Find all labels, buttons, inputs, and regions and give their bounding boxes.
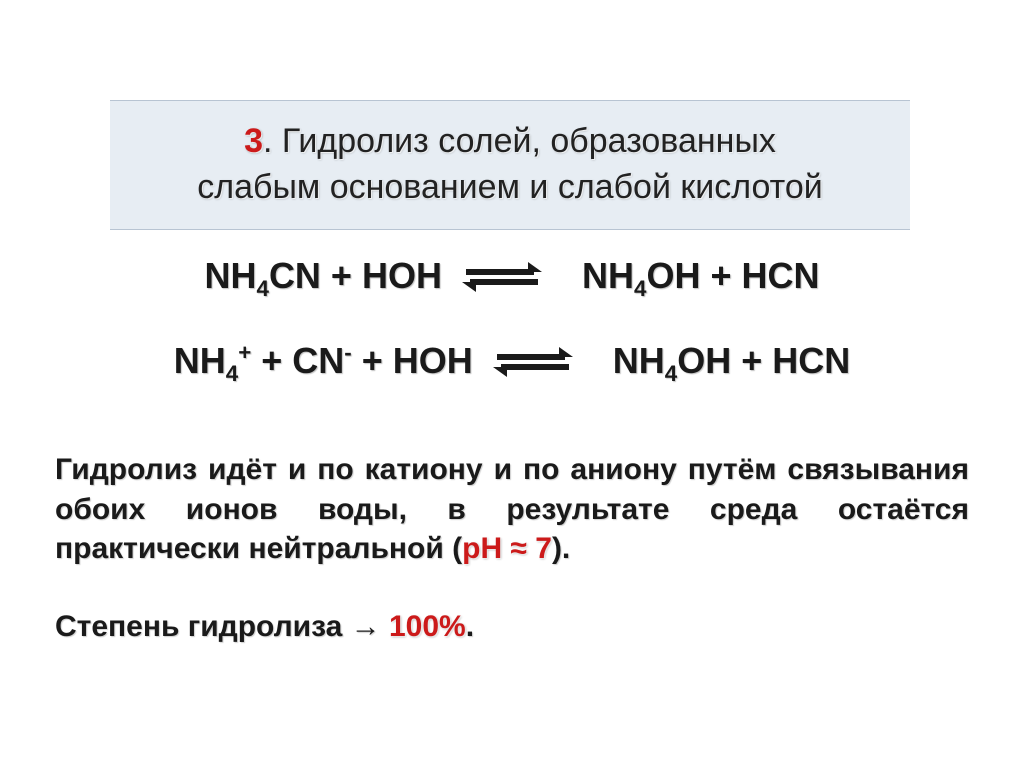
title-number: 3 bbox=[244, 122, 263, 160]
eq2-l-hoh: + HOH bbox=[352, 340, 473, 381]
equilibrium-arrow-icon bbox=[462, 259, 542, 293]
title-line1: Гидролиз солей, образованных bbox=[282, 122, 776, 160]
paragraph-2: Степень гидролиза → 100%. bbox=[55, 610, 969, 644]
title-line2: слабым основанием и слабой кислотой bbox=[134, 165, 886, 211]
equation-2: NH4+ + CN- + HOH NH4OH + HCN bbox=[0, 340, 1024, 382]
equation-1: NH4CN + HOH NH4OH + HCN bbox=[0, 255, 1024, 297]
eq2-l-plus: + bbox=[238, 340, 251, 365]
eq2-r-sub4: 4 bbox=[665, 361, 677, 386]
eq2-r-nh: NH bbox=[613, 340, 665, 381]
section-title-box: 3. Гидролиз солей, образованных слабым о… bbox=[110, 100, 910, 230]
p1-ph-value: рН ≈ 7 bbox=[462, 532, 552, 565]
paragraph-1: Гидролиз идёт и по катиону и по аниону п… bbox=[55, 450, 969, 569]
eq1-r-rest: OH + HCN bbox=[646, 255, 819, 296]
p1-text-b: ). bbox=[552, 532, 570, 565]
eq1-r-sub4: 4 bbox=[634, 276, 646, 301]
p2-text-b: . bbox=[466, 610, 474, 643]
p2-percent: 100% bbox=[389, 610, 466, 643]
eq1-l-nh: NH bbox=[205, 255, 257, 296]
eq1-r-nh: NH bbox=[582, 255, 634, 296]
eq2-l-nh: NH bbox=[174, 340, 226, 381]
eq1-l-sub4: 4 bbox=[257, 276, 269, 301]
eq1-l-rest: CN + HOH bbox=[269, 255, 442, 296]
equilibrium-arrow-icon bbox=[493, 344, 573, 378]
eq2-l-cn: + CN bbox=[251, 340, 344, 381]
eq2-r-rest: OH + HCN bbox=[677, 340, 850, 381]
eq2-l-sub4: 4 bbox=[226, 361, 238, 386]
p2-text-a: Степень гидролиза → bbox=[55, 610, 389, 643]
title-sep: . bbox=[263, 122, 282, 160]
eq2-l-minus: - bbox=[344, 340, 351, 365]
